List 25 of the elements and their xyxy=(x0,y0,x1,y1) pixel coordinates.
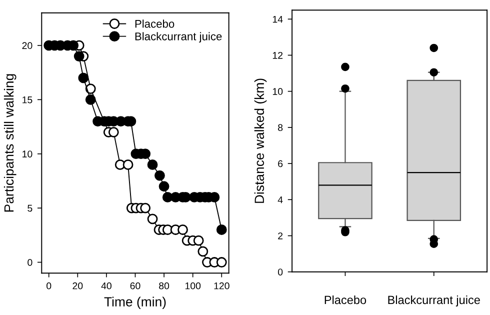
y-tick-label: 0 xyxy=(28,259,32,266)
y-tick-label: 10 xyxy=(22,150,32,158)
legend-label: Blackcurrant juice xyxy=(135,32,222,43)
x-tick-label: 60 xyxy=(130,282,140,290)
y-tick-label: 15 xyxy=(22,96,32,104)
x-tick-label: 100 xyxy=(185,282,201,290)
x-tick-label: 40 xyxy=(101,282,112,290)
x-axis-title: Time (min) xyxy=(104,296,166,310)
y-tick-label: 12 xyxy=(272,52,283,59)
y-tick-label: 8 xyxy=(278,124,283,132)
y-tick-label: 4 xyxy=(278,196,283,204)
y-tick-label: 10 xyxy=(272,88,283,95)
y-tick-label: 0 xyxy=(278,268,283,276)
x-tick-label: 0 xyxy=(46,282,52,290)
y-tick-label: 5 xyxy=(28,204,32,212)
y-tick-label: 20 xyxy=(22,42,32,50)
y-axis-title: Distance walked (km) xyxy=(254,78,267,203)
y-tick-label: 14 xyxy=(272,16,283,23)
y-axis-title: Participants still walking xyxy=(4,74,16,212)
y-tick-label: 2 xyxy=(278,232,283,240)
x-tick-label: 80 xyxy=(159,282,170,290)
y-tick-label: 6 xyxy=(278,160,283,168)
legend-label: Placebo xyxy=(135,20,174,28)
x-tick-label: 120 xyxy=(214,282,230,290)
x-tick-label: 20 xyxy=(72,282,83,290)
